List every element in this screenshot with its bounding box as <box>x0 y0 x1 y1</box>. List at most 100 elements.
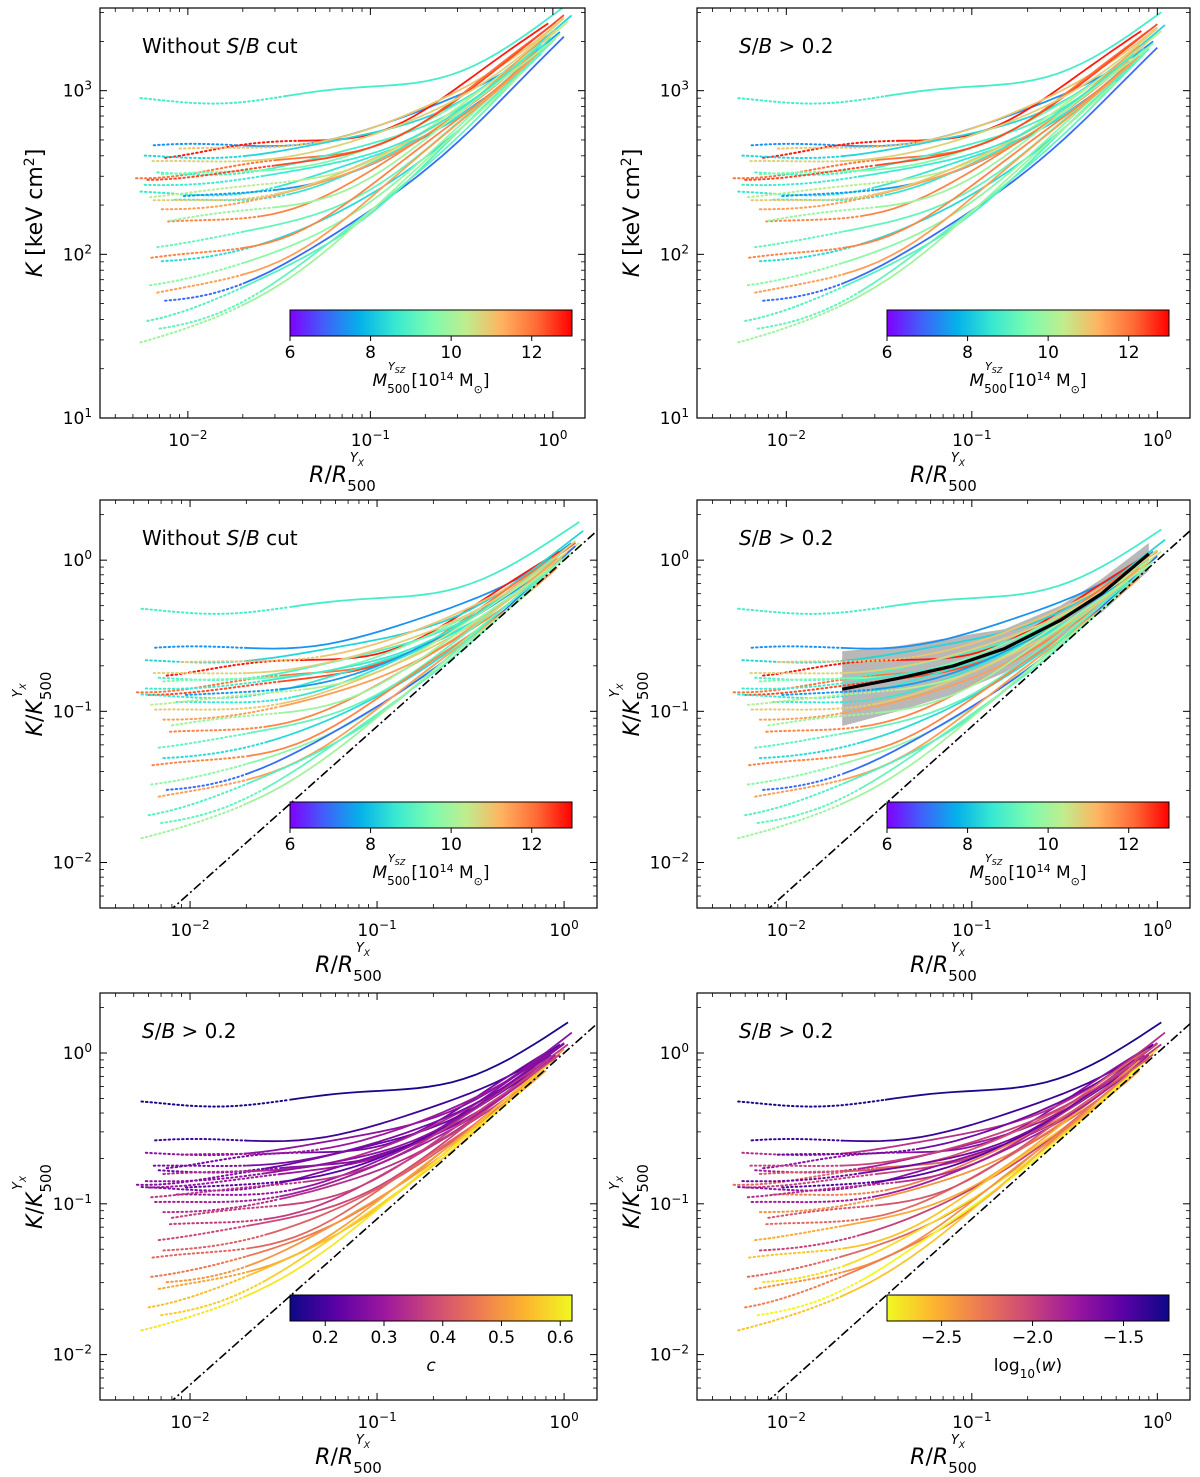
profile-dotted-15 <box>765 1218 862 1226</box>
profile-dotted-6 <box>135 674 281 694</box>
x-axis-label: R/R500YX <box>315 941 382 985</box>
profile-dotted-9 <box>146 164 276 181</box>
profile-dotted-12 <box>772 696 889 704</box>
profile-dotted-24 <box>737 802 844 840</box>
profile-dotted-25 <box>154 1195 281 1204</box>
profile-dotted-23 <box>756 290 862 330</box>
profile-dotted-5 <box>178 141 317 150</box>
profile-dotted-15 <box>168 725 266 733</box>
profile-dotted-13 <box>149 179 299 199</box>
profile-dotted-1 <box>737 606 886 615</box>
profile-dotted-14 <box>162 1198 281 1214</box>
profile-dotted-2 <box>152 142 244 147</box>
x-axis-label: R/R500YX <box>315 1433 382 1477</box>
plot-area <box>135 521 597 908</box>
profile-dotted-23 <box>158 290 262 330</box>
x-tick-label: 10−1 <box>952 1410 991 1433</box>
profile-solid-27 <box>264 1059 542 1175</box>
profile-dotted-27 <box>741 1172 862 1183</box>
x-tick-label: 10−1 <box>357 918 396 941</box>
colorbar <box>886 1294 1170 1322</box>
profile-solid-24 <box>242 70 525 306</box>
y-tick-label: 10−2 <box>53 1343 92 1366</box>
panel-annotation: S/B > 0.2 <box>739 1019 833 1043</box>
profile-dotted-5 <box>776 141 917 150</box>
profile-solid-16 <box>842 80 1110 233</box>
colorbar-tick-label: 10 <box>1037 343 1059 363</box>
profile-dotted-8 <box>758 1170 844 1175</box>
profile-solid-26 <box>279 552 572 714</box>
profile-solid-9 <box>874 1043 1158 1176</box>
profile-dotted-13 <box>746 688 899 706</box>
profile-dotted-26 <box>170 1204 281 1219</box>
profile-solid-1 <box>284 8 564 98</box>
x-tick-label: 100 <box>1143 428 1172 451</box>
profile-solid-26 <box>279 1053 561 1207</box>
profile-dotted-1 <box>140 1098 291 1108</box>
profile-solid-1 <box>884 1021 1162 1101</box>
baseline-reference-line <box>171 529 597 908</box>
profile-solid-24 <box>245 1089 524 1297</box>
panel-p6: 10−2 10−1 100 10−2 10−1 100 R/R500YX K/K500YX S/… <box>608 992 1191 1477</box>
profile-solid-8 <box>246 565 548 680</box>
colorbar-tick-label: 10 <box>1037 835 1059 855</box>
plot-area <box>732 1021 1190 1400</box>
profile-dotted-22 <box>147 1275 248 1309</box>
colorbar <box>289 1294 573 1322</box>
panel-annotation: S/B > 0.2 <box>739 34 833 58</box>
colorbar-tick-label: 10 <box>440 343 462 363</box>
profile-dotted-21 <box>754 273 844 294</box>
panel-p3: 10−2 10−1 100 10−2 10−1 100 R/R500YX K/K500YX Wi… <box>11 499 598 985</box>
profile-dotted-5 <box>180 655 322 664</box>
y-tick-label: 102 <box>660 242 689 265</box>
profile-dotted-19 <box>150 1255 248 1278</box>
profile-dotted-27 <box>741 175 862 187</box>
colorbar-tick-label: 6 <box>285 343 296 363</box>
profile-solid-24 <box>245 587 535 805</box>
axes-frame <box>696 499 1191 909</box>
profile-dotted-18 <box>748 1247 844 1259</box>
profile-solid-18 <box>842 61 1132 249</box>
profile-dotted-17 <box>162 741 266 760</box>
profile-dotted-14 <box>758 1198 876 1214</box>
profile-dotted-24 <box>737 304 844 344</box>
baseline-reference-line <box>768 1022 1190 1400</box>
profile-dotted-1 <box>140 606 291 615</box>
profile-dotted-25 <box>152 193 276 202</box>
profile-dotted-8 <box>758 170 844 176</box>
profile-dotted-24 <box>140 1295 248 1332</box>
panel-annotation: Without S/B cut <box>142 34 298 58</box>
profile-solid-5 <box>915 26 1158 144</box>
profile-dotted-9 <box>744 164 876 181</box>
axes-frame <box>696 992 1191 1401</box>
colorbar-tick-label: 6 <box>285 835 296 855</box>
profile-solid-25 <box>874 1054 1150 1198</box>
y-axis-label: K [keV cm2] <box>619 149 645 278</box>
colorbar-label: M500YSZ[1014 M⊙] <box>372 852 489 888</box>
profile-dotted-16 <box>754 230 844 249</box>
profile-solid-5 <box>315 17 565 144</box>
profile-solid-9 <box>274 14 565 167</box>
colorbar-tick-label: 8 <box>962 343 973 363</box>
profile-dotted-22 <box>147 783 248 817</box>
profile-dotted-2 <box>154 1138 248 1142</box>
y-tick-label: 100 <box>660 548 689 571</box>
profile-solid-4 <box>842 24 1166 158</box>
profile-dotted-22 <box>146 286 244 322</box>
y-tick-label: 100 <box>660 1041 689 1064</box>
y-tick-label: 10−1 <box>650 1192 689 1215</box>
profile-dotted-22 <box>744 286 844 322</box>
profile-solid-24 <box>841 596 1117 805</box>
profile-dotted-1 <box>139 95 286 105</box>
profile-dotted-20 <box>762 773 844 791</box>
profile-solid-9 <box>874 23 1158 167</box>
profile-solid-26 <box>274 33 561 209</box>
y-axis-label: K/K500YX <box>608 672 652 737</box>
profile-dotted-27 <box>741 679 862 690</box>
profile-dotted-27 <box>143 175 262 187</box>
profile-dotted-17 <box>758 741 862 760</box>
profile-dotted-6 <box>732 159 876 180</box>
profile-dotted-3 <box>762 139 899 159</box>
colorbar-label: c <box>426 1356 436 1376</box>
profile-dotted-20 <box>762 282 844 302</box>
